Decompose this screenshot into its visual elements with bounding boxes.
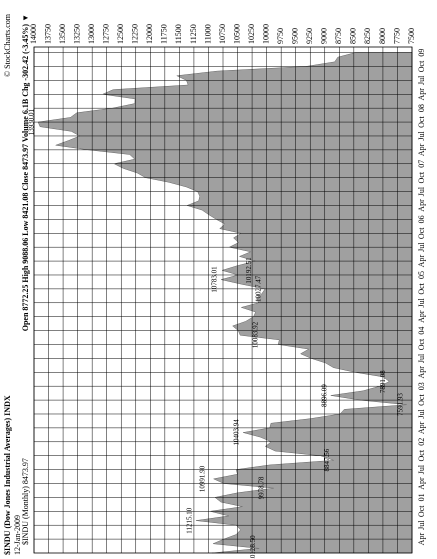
y-tick-label: 9750 — [276, 28, 285, 44]
annotation: 10083.92 — [251, 321, 259, 348]
x-tick-label: Apr — [417, 310, 426, 323]
annotation: 10128.50 — [249, 535, 257, 559]
y-tick-label: 8250 — [363, 28, 372, 44]
y-tick-label: 7500 — [407, 28, 416, 44]
y-tick-label: 10250 — [247, 24, 256, 44]
x-tick-label: Apr — [417, 199, 426, 212]
y-tick-label: 8000 — [378, 28, 387, 44]
y-tick-label: 10500 — [232, 24, 241, 44]
x-tick-label: 02 — [417, 438, 426, 446]
rotated-chart: $INDU (Dow Jones Industrial Averages) IN… — [3, 13, 426, 559]
annotation: 10783.01 — [211, 266, 219, 293]
x-tick-label: Oct — [417, 505, 426, 517]
y-tick-label: 11750 — [160, 24, 169, 44]
y-tick-label: 8500 — [349, 28, 358, 44]
x-tick-label: 01 — [417, 493, 426, 501]
y-tick-label: 11250 — [189, 24, 198, 44]
y-tick-label: 12250 — [131, 24, 140, 44]
x-tick-label: 06 — [417, 215, 426, 223]
x-tick-label: Jul — [417, 75, 426, 85]
x-tick-label: Apr — [417, 88, 426, 101]
y-tick-label: 8750 — [334, 28, 343, 44]
x-tick-label: Apr — [417, 477, 426, 490]
x-tick-label: Oct — [417, 338, 426, 350]
annotation: 10192.51 — [245, 257, 253, 284]
annotation: 13930.01 — [28, 108, 36, 135]
y-tick-label: 10750 — [218, 24, 227, 44]
x-tick-label: 05 — [417, 271, 426, 279]
x-tick-label: Jul — [417, 409, 426, 419]
date: 12-Jan-2009 — [13, 515, 22, 555]
plot-frame — [33, 46, 413, 554]
x-tick-label: 08 — [417, 104, 426, 112]
source: © StockCharts.com — [3, 13, 12, 77]
x-tick-label: Apr — [417, 255, 426, 268]
chart-title: $INDU (Dow Jones Industrial Averages) IN… — [3, 395, 12, 555]
x-tick-label: Oct — [417, 449, 426, 461]
x-tick-label: Apr — [417, 421, 426, 434]
x-tick-label: Apr — [417, 366, 426, 379]
y-tick-label: 13000 — [87, 24, 96, 44]
x-tick-label: Oct — [417, 116, 426, 128]
legend: $INDU (Monthly) 8473.97 — [21, 458, 30, 545]
y-tick-label: 7750 — [392, 28, 401, 44]
x-tick-label: Oct — [417, 282, 426, 294]
annotation: 10403.94 — [233, 419, 241, 446]
annotation: 7891.08 — [379, 370, 387, 393]
y-tick-label: 11500 — [174, 24, 183, 44]
annotation: 8847.56 — [323, 448, 331, 471]
y-tick-label: 9000 — [320, 28, 329, 44]
y-tick-label: 9250 — [305, 28, 314, 44]
x-tick-label: 07 — [417, 160, 426, 168]
annotation: 10027.47 — [255, 275, 263, 302]
x-tick-label: Apr — [417, 533, 426, 546]
x-tick-label: Jul — [417, 464, 426, 474]
x-tick-label: Oct — [417, 394, 426, 406]
x-tick-label: Jul — [417, 186, 426, 196]
y-tick-label: 13750 — [43, 24, 52, 44]
y-tick-label: 9500 — [291, 28, 300, 44]
annotation: 11215.10 — [186, 507, 194, 533]
y-tick-label: 14000 — [29, 24, 38, 44]
x-tick-label: 04 — [417, 327, 426, 335]
x-tick-label: Oct — [417, 171, 426, 183]
annotation: 8896.09 — [320, 384, 328, 407]
x-tick-label: 09 — [417, 49, 426, 57]
x-tick-label: Oct — [417, 227, 426, 239]
y-tick-label: 12750 — [102, 24, 111, 44]
x-tick-label: Jul — [417, 353, 426, 363]
y-tick-label: 12000 — [145, 24, 154, 44]
x-tick-label: Oct — [417, 60, 426, 72]
x-tick-label: Jul — [417, 297, 426, 307]
x-tick-label: 03 — [417, 382, 426, 390]
y-tick-label: 12500 — [116, 24, 125, 44]
y-tick-label: 13500 — [58, 24, 67, 44]
y-tick-label: 13250 — [72, 24, 81, 44]
y-tick-label: 10000 — [261, 24, 270, 44]
annotation: 10991.90 — [199, 465, 207, 492]
x-tick-label: Jul — [417, 242, 426, 252]
y-tick-label: 11000 — [203, 24, 212, 44]
x-tick-label: Apr — [417, 143, 426, 156]
x-tick-label: Jul — [417, 520, 426, 530]
annotation: 9978.78 — [257, 476, 265, 499]
quote: Open 8772.25 High 9088.06 Low 8421.08 Cl… — [21, 14, 30, 331]
annotation: 7591.93 — [396, 393, 404, 416]
x-tick-label: Jul — [417, 131, 426, 141]
